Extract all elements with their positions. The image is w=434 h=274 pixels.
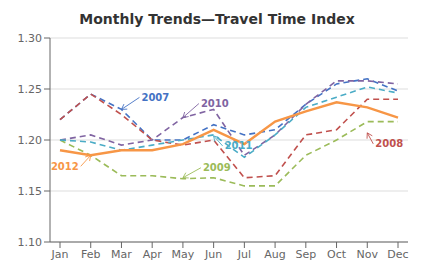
svg-text:1.20: 1.20 (18, 134, 43, 147)
svg-text:2007: 2007 (141, 92, 169, 103)
svg-text:2009: 2009 (203, 162, 231, 173)
svg-text:2010: 2010 (201, 98, 229, 109)
svg-text:Apr: Apr (143, 248, 163, 261)
svg-text:Oct: Oct (327, 248, 347, 261)
svg-text:Sep: Sep (295, 248, 316, 261)
svg-text:Feb: Feb (81, 248, 100, 261)
svg-text:May: May (172, 248, 195, 261)
svg-text:Jul: Jul (237, 248, 251, 261)
svg-text:2011: 2011 (225, 140, 253, 151)
html-text:Monthly Trends—Travel Time Ind: Monthly Trends—Travel Time Index (79, 11, 355, 27)
svg-text:Jan: Jan (51, 248, 69, 261)
svg-text:1.30: 1.30 (18, 32, 43, 45)
svg-text:1.15: 1.15 (18, 185, 43, 198)
svg-text:2008: 2008 (375, 138, 403, 149)
svg-text:1.10: 1.10 (18, 236, 43, 249)
svg-text:1.25: 1.25 (18, 83, 43, 96)
svg-text:Aug: Aug (264, 248, 285, 261)
svg-text:Dec: Dec (387, 248, 408, 261)
svg-text:2012: 2012 (51, 161, 79, 172)
svg-text:Nov: Nov (357, 248, 379, 261)
svg-text:Jun: Jun (204, 248, 222, 261)
svg-text:Mar: Mar (111, 248, 132, 261)
